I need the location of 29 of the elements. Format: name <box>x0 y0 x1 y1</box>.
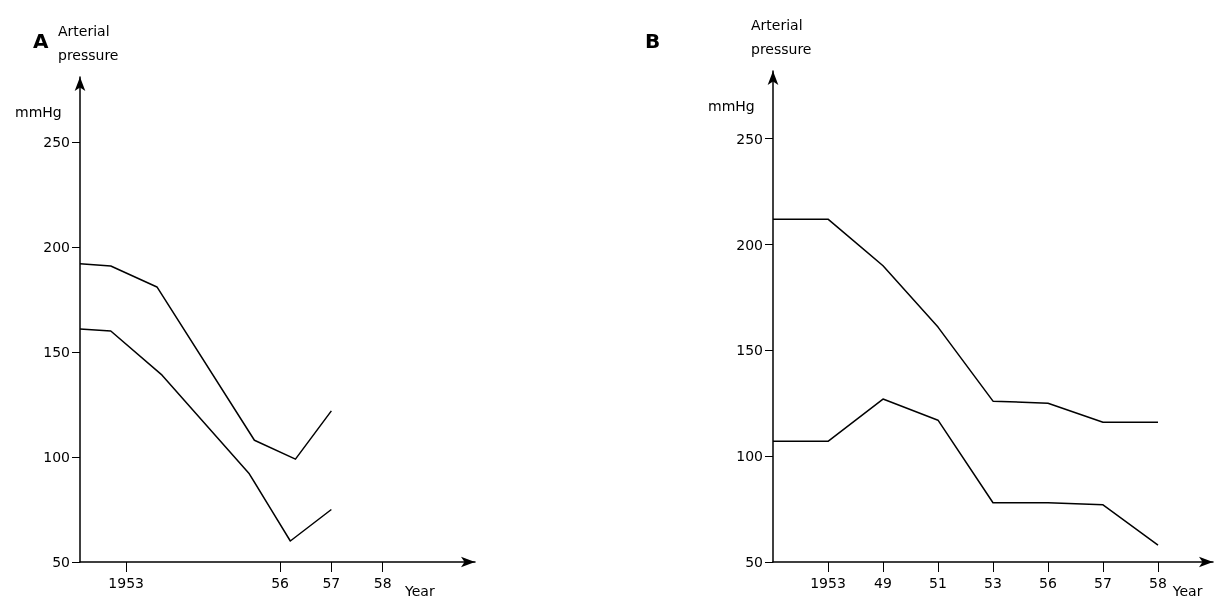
x-tick-label: 1953 <box>108 575 144 591</box>
x-tick-label: 57 <box>322 575 341 591</box>
chart-title: B <box>645 29 661 53</box>
text: mmHg <box>15 104 62 120</box>
y-tick-label: 150 <box>736 342 763 359</box>
x-tick-label: 57 <box>1094 575 1112 591</box>
y-tick-label: 250 <box>43 134 70 151</box>
text: mmHg <box>708 98 755 114</box>
y-tick-label: 250 <box>736 130 763 147</box>
x-tick-label: 51 <box>929 575 947 591</box>
y-tick-label: 200 <box>736 236 763 253</box>
x-axis-title: Year <box>1171 583 1203 599</box>
x-axis-title: Year <box>404 583 435 599</box>
y-tick-label: 50 <box>52 554 70 570</box>
chart-title: A <box>33 29 49 53</box>
x-tick-label: 58 <box>373 575 392 591</box>
y-tick-label: 200 <box>43 239 70 256</box>
y-tick-label: 50 <box>745 554 763 570</box>
y-tick-label: 150 <box>43 344 70 361</box>
x-tick-label: 58 <box>1149 575 1167 591</box>
y-axis-title: Arterial pressure <box>58 23 119 63</box>
x-tick-label: 56 <box>1039 575 1057 591</box>
x-tick-label: 1953 <box>810 575 846 591</box>
y-tick-label: 100 <box>43 449 70 466</box>
x-tick-label: 49 <box>874 575 892 591</box>
y-tick-label: 100 <box>736 448 763 465</box>
x-tick-label: 53 <box>984 575 1002 591</box>
y-axis-title: Arterial pressure <box>751 17 812 57</box>
x-tick-label: 56 <box>271 575 290 591</box>
